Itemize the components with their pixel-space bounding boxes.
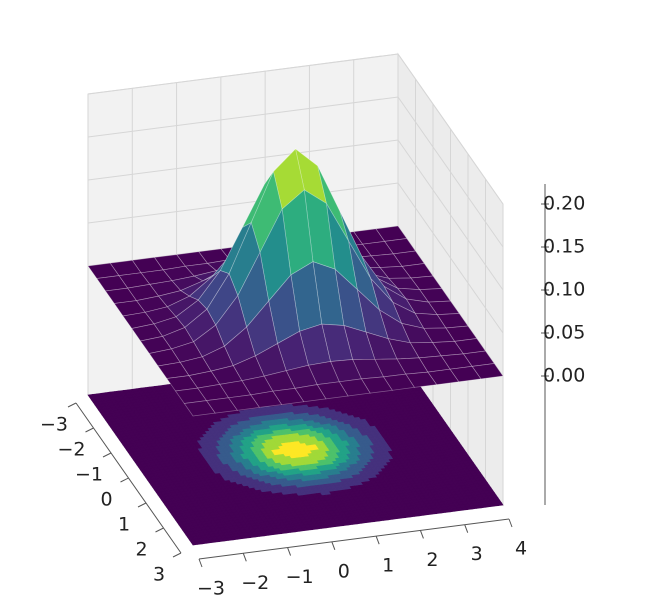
grid-line <box>87 96 504 248</box>
y-tick-label: −2 <box>57 439 85 461</box>
grid-line <box>87 53 504 205</box>
x-tick-label: −2 <box>241 572 269 594</box>
x-tick-label: 2 <box>426 549 438 571</box>
x-tick-label: −1 <box>286 566 314 588</box>
x-tick-label: 4 <box>515 538 527 560</box>
z-tick-label: 0.10 <box>543 279 585 301</box>
grid-line <box>87 139 504 291</box>
y-tick-label: 1 <box>118 514 130 536</box>
x-tick-label: −3 <box>197 578 225 600</box>
x-tick-label: 1 <box>382 555 394 577</box>
x-tick-label: 0 <box>338 560 350 582</box>
y-tick-label: −1 <box>75 464 103 486</box>
y-tick-label: 3 <box>153 564 165 586</box>
y-tick-label: 0 <box>100 489 112 511</box>
y-tick-label: −3 <box>40 414 68 436</box>
z-tick-label: 0.00 <box>543 365 585 387</box>
y-tick-label: 2 <box>135 539 147 561</box>
z-tick-label: 0.15 <box>543 236 585 258</box>
z-tick-label: 0.20 <box>543 193 585 215</box>
grid-line <box>87 182 504 334</box>
x-tick-label: 3 <box>471 543 483 565</box>
z-tick-label: 0.05 <box>543 322 585 344</box>
